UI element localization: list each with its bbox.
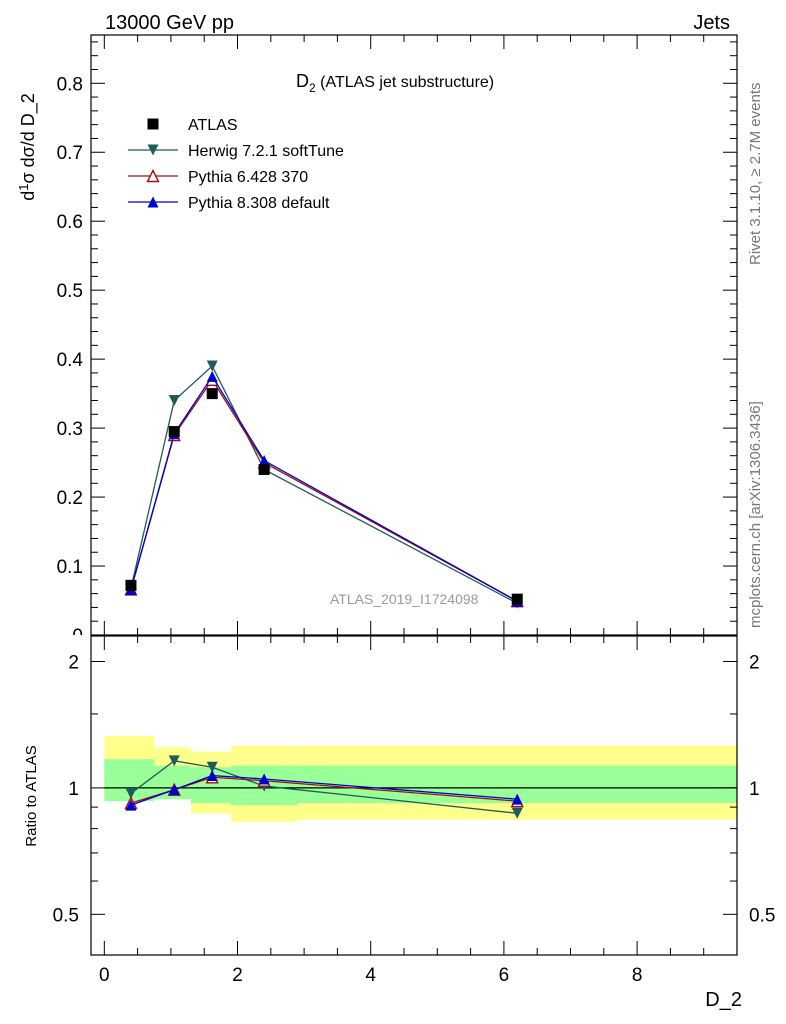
main-point [258, 455, 270, 467]
main-y-tick-label: 0.8 [57, 74, 83, 95]
ratio-x-tick-label: 6 [499, 965, 510, 986]
ratio-point [168, 755, 180, 767]
main-point [168, 426, 180, 438]
main-y-tick-label: 0.5 [57, 281, 83, 302]
ratio-x-tick-label: 8 [632, 965, 643, 986]
main-title-rest: (ATLAS jet substructure) [316, 74, 494, 91]
ratio-y-tick-label-right: 0.5 [749, 905, 775, 926]
main-ylabel-text: d1σ dσ/d D_2 [16, 93, 39, 201]
main-y-tick-label: 0.6 [57, 212, 83, 233]
mcplots-label: mcplots.cern.ch [arXiv:1306.3436] [747, 401, 764, 628]
ratio-point [511, 793, 523, 805]
ratio-y-tick-label: 2 [68, 652, 79, 673]
analysis-label: ATLAS_2019_I1724098 [330, 591, 479, 607]
main-ylabel: d1σ dσ/d D_2 [16, 93, 39, 201]
legend-label: Herwig 7.2.1 softTune [188, 143, 344, 160]
header-right: Jets [693, 12, 730, 34]
main-point [511, 593, 523, 605]
main-title-main: D [296, 71, 309, 91]
main-point [125, 579, 137, 591]
ratio-panel: 0.5 0.5 1 1 2 2 0 2 4 6 8 [53, 635, 775, 986]
ratio-point [511, 807, 523, 819]
ratio-ylabel: Ratio to ATLAS [23, 745, 40, 846]
ratio-point [206, 770, 218, 782]
legend-label: Pythia 6.428 370 [188, 169, 308, 186]
main-y-zero-label: 0 [72, 626, 83, 647]
ratio-point [258, 773, 270, 785]
ratio-point [168, 784, 180, 796]
legend-marker [146, 168, 160, 183]
ratio-point [125, 787, 137, 799]
main-y-tick-label: 0.1 [57, 557, 83, 578]
main-series-line [130, 378, 518, 602]
ratio-x-tick-label: 2 [232, 965, 243, 986]
green-band [190, 767, 231, 804]
ratio-y-tick-label-right: 1 [749, 779, 760, 800]
legend-marker [147, 196, 159, 208]
ratio-y-tick-label: 0.5 [53, 905, 79, 926]
main-point [258, 463, 270, 475]
main-panel: 0.1 0.2 0.3 0.4 0.5 0.6 0.7 0.8 0 ATLAS_2019_I172… [57, 34, 738, 647]
rivet-label: Rivet 3.1.10, ≥ 2.7M events [747, 83, 764, 266]
main-point [206, 370, 218, 382]
ratio-point [206, 761, 218, 773]
ratio-x-tick-label: 0 [99, 965, 110, 986]
legend-label: ATLAS [188, 117, 238, 134]
ratio-point [125, 799, 137, 811]
ratio-y-tick-label-right: 2 [749, 652, 760, 673]
main-y-tick-label: 0.7 [57, 143, 83, 164]
main-title: D2 (ATLAS jet substructure) [296, 71, 494, 95]
main-point [206, 388, 218, 400]
main-title-sub: 2 [309, 81, 316, 95]
header-left: 13000 GeV pp [105, 12, 234, 34]
legend-marker [147, 118, 159, 130]
main-y-tick-label: 0.2 [57, 488, 83, 509]
ratio-frame [90, 635, 738, 956]
main-series-line [130, 364, 518, 604]
main-y-tick-label: 0.4 [57, 350, 84, 371]
legend-marker [147, 144, 159, 156]
main-frame [90, 34, 738, 636]
main-y-tick-label: 0.3 [57, 419, 83, 440]
main-series-line [130, 375, 518, 602]
x-axis-label: D_2 [705, 989, 742, 1011]
legend: ATLAS Herwig 7.2.1 softTune Pythia 6.428 3… [128, 117, 344, 212]
ratio-x-tick-label: 4 [365, 965, 376, 986]
legend-label: Pythia 8.308 default [188, 195, 330, 212]
main-point [206, 360, 218, 372]
ratio-y-tick-label: 1 [68, 779, 79, 800]
main-point [168, 395, 180, 407]
